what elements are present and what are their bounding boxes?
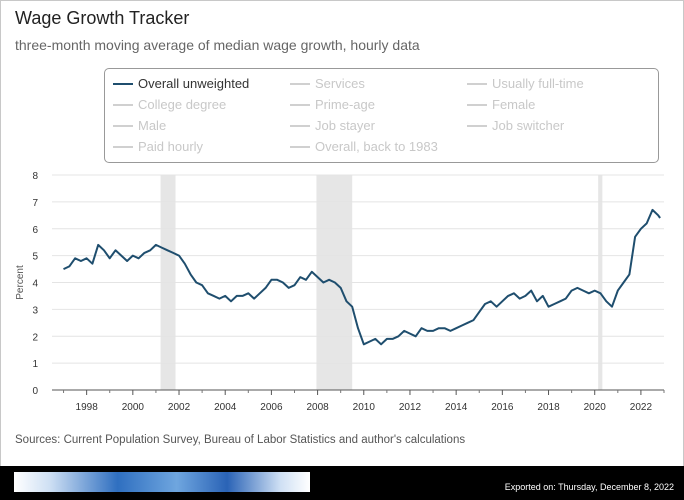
legend-swatch [113, 124, 133, 127]
x-tick-label: 2006 [260, 402, 283, 413]
legend-item-prime-age[interactable]: Prime-age [290, 97, 375, 112]
legend-label: Usually full-time [492, 76, 584, 91]
legend-item-job-stayer[interactable]: Job stayer [290, 118, 375, 133]
x-tick-label: 2022 [630, 402, 653, 413]
x-tick-label: 2018 [537, 402, 560, 413]
footer-logo [14, 472, 310, 492]
legend-label: Overall, back to 1983 [315, 139, 438, 154]
legend-item-overall-back-to-1983[interactable]: Overall, back to 1983 [290, 139, 438, 154]
legend-item-male[interactable]: Male [113, 118, 166, 133]
x-tick-label: 2002 [168, 402, 191, 413]
x-tick-label: 2000 [122, 402, 145, 413]
legend: Overall unweighted Services Usually full-t… [104, 68, 659, 163]
x-tick-label: 1998 [76, 402, 99, 413]
x-tick-label: 2004 [214, 402, 237, 413]
legend-swatch [290, 124, 310, 127]
legend-item-usually-full-time[interactable]: Usually full-time [467, 76, 584, 91]
x-tick-label: 2010 [353, 402, 376, 413]
y-tick-label: 8 [32, 171, 38, 182]
chart-title: Wage Growth Tracker [15, 8, 190, 28]
y-tick-label: 3 [32, 305, 38, 316]
chart-plot: 0 1 2 3 4 5 6 7 8 1998 2000 2002 2004 2006 2008 2010 201… [15, 171, 665, 413]
legend-swatch [290, 103, 310, 106]
x-tick-label: 2012 [399, 402, 422, 413]
source-note: Sources: Current Population Survey, Bure… [15, 434, 466, 446]
legend-item-job-switcher[interactable]: Job switcher [467, 118, 564, 133]
legend-label: Overall unweighted [138, 76, 250, 91]
y-tick-label: 5 [32, 252, 38, 263]
legend-label: Job switcher [492, 118, 565, 133]
y-tick-label: 6 [32, 225, 38, 236]
y-tick-label: 7 [32, 198, 38, 209]
x-tick-label: 2014 [445, 402, 468, 413]
legend-swatch [113, 82, 133, 85]
legend-swatch [467, 124, 487, 127]
chart-subtitle: three-month moving average of median wag… [15, 37, 420, 53]
legend-swatch [467, 103, 487, 106]
legend-swatch [467, 82, 487, 85]
legend-label: Job stayer [315, 118, 375, 133]
y-axis-label: Percent [15, 265, 26, 300]
legend-swatch [290, 82, 310, 85]
legend-label: Female [492, 97, 536, 112]
legend-swatch [113, 103, 133, 106]
legend-label: Male [138, 118, 167, 133]
y-tick-label: 4 [32, 279, 38, 290]
x-tick-label: 2008 [306, 402, 329, 413]
y-tick-label: 1 [32, 359, 38, 370]
legend-label: Paid hourly [138, 139, 204, 154]
legend-item-college-degree[interactable]: College degree [113, 97, 226, 112]
legend-label: Services [315, 76, 365, 91]
export-timestamp: Exported on: Thursday, December 8, 2022 [504, 482, 674, 492]
x-tick-label: 2016 [491, 402, 514, 413]
legend-label: College degree [138, 97, 227, 112]
legend-item-female[interactable]: Female [467, 97, 535, 112]
legend-item-services[interactable]: Services [290, 76, 365, 91]
legend-item-overall-unweighted[interactable]: Overall unweighted [113, 76, 249, 91]
y-tick-label: 0 [32, 386, 38, 397]
y-tick-label: 2 [32, 332, 38, 343]
legend-item-paid-hourly[interactable]: Paid hourly [113, 139, 203, 154]
legend-label: Prime-age [315, 97, 375, 112]
series-line-overall-unweighted [63, 208, 661, 346]
legend-swatch [113, 145, 133, 148]
x-tick-label: 2020 [584, 402, 607, 413]
legend-swatch [290, 145, 310, 148]
